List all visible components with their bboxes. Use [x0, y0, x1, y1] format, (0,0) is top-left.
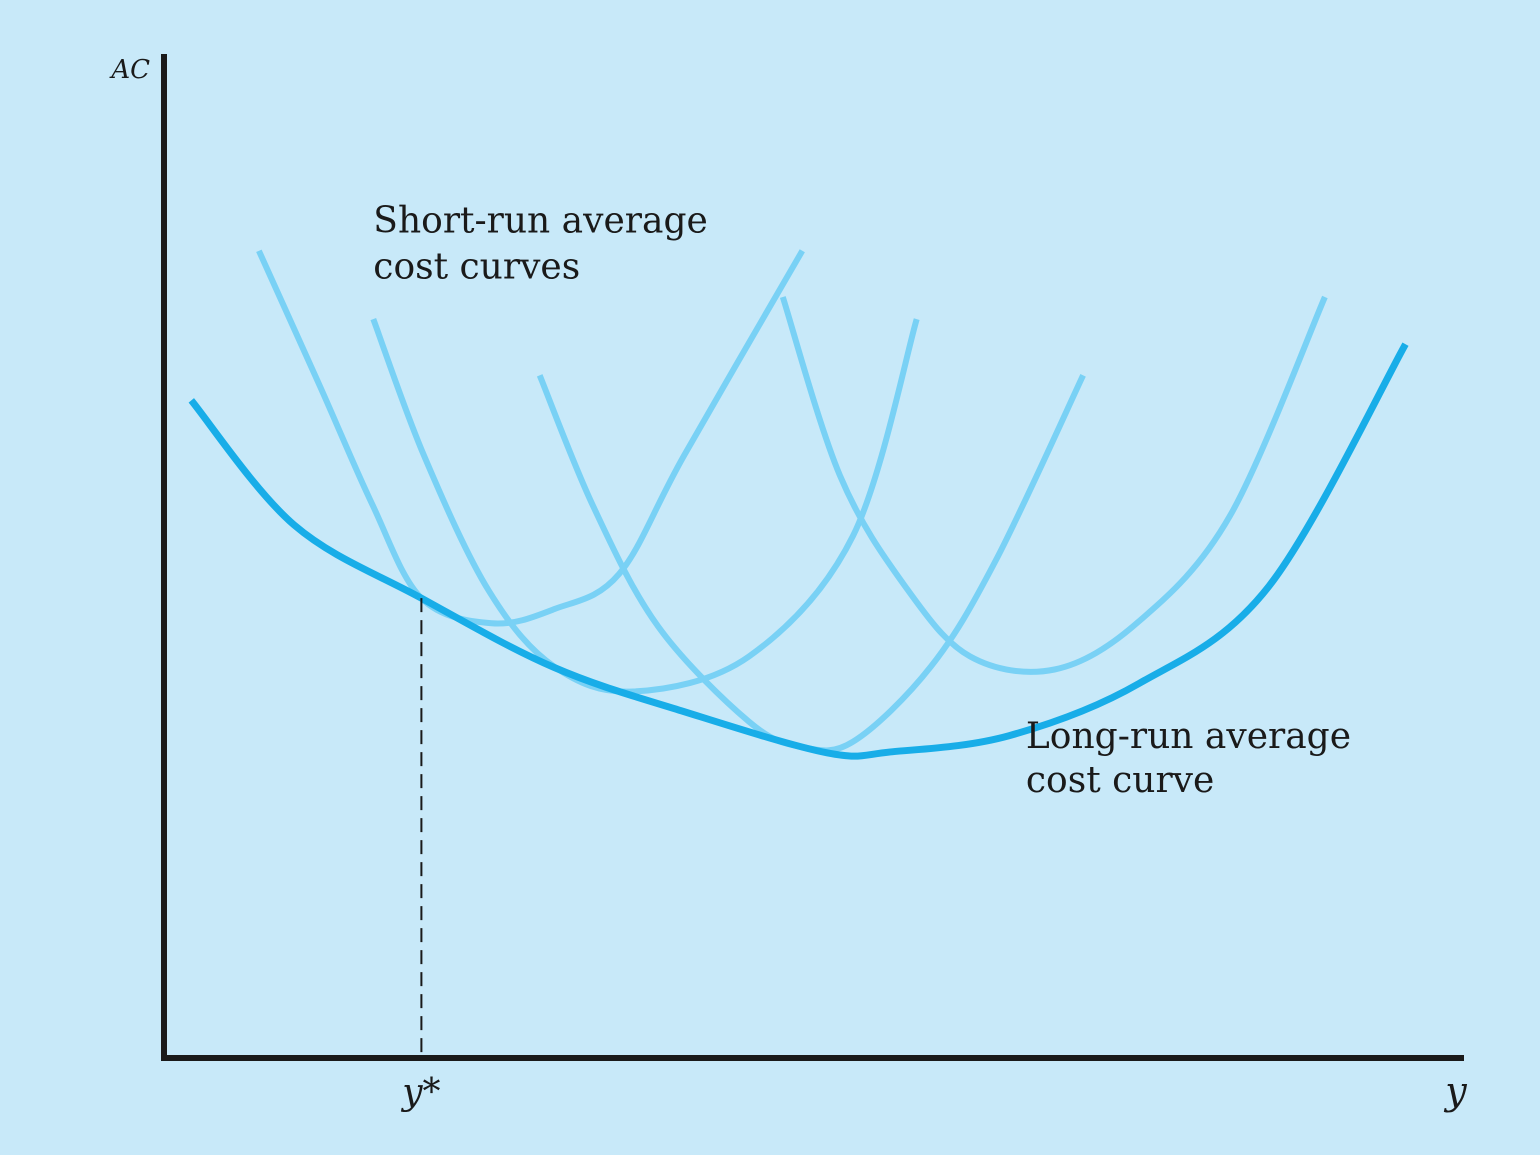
- annotation-layer: Short-run average cost curves Long-run a…: [373, 201, 1363, 801]
- long-run-annotation-line-1: Long-run average: [1026, 716, 1351, 757]
- short-run-annotation-line-2: cost curves: [373, 247, 580, 288]
- curve-layer: [188, 249, 1409, 760]
- short-run-annotation-line-1: Short-run average: [373, 201, 708, 242]
- y-axis-label: AC: [109, 55, 150, 85]
- long-run-average-cost-curve: [188, 342, 1409, 760]
- short-run-average-cost-curve-1: [256, 249, 805, 627]
- x-axis-label: y: [1443, 1069, 1467, 1113]
- short-run-annotation: Short-run average cost curves: [373, 201, 719, 288]
- short-run-average-cost-curve-4: [779, 295, 1328, 675]
- long-run-annotation: Long-run average cost curve: [1026, 716, 1363, 801]
- y-star-label: y*: [400, 1072, 440, 1113]
- long-run-annotation-line-2: cost curve: [1026, 760, 1214, 801]
- axis-layer: AC y y*: [109, 54, 1467, 1113]
